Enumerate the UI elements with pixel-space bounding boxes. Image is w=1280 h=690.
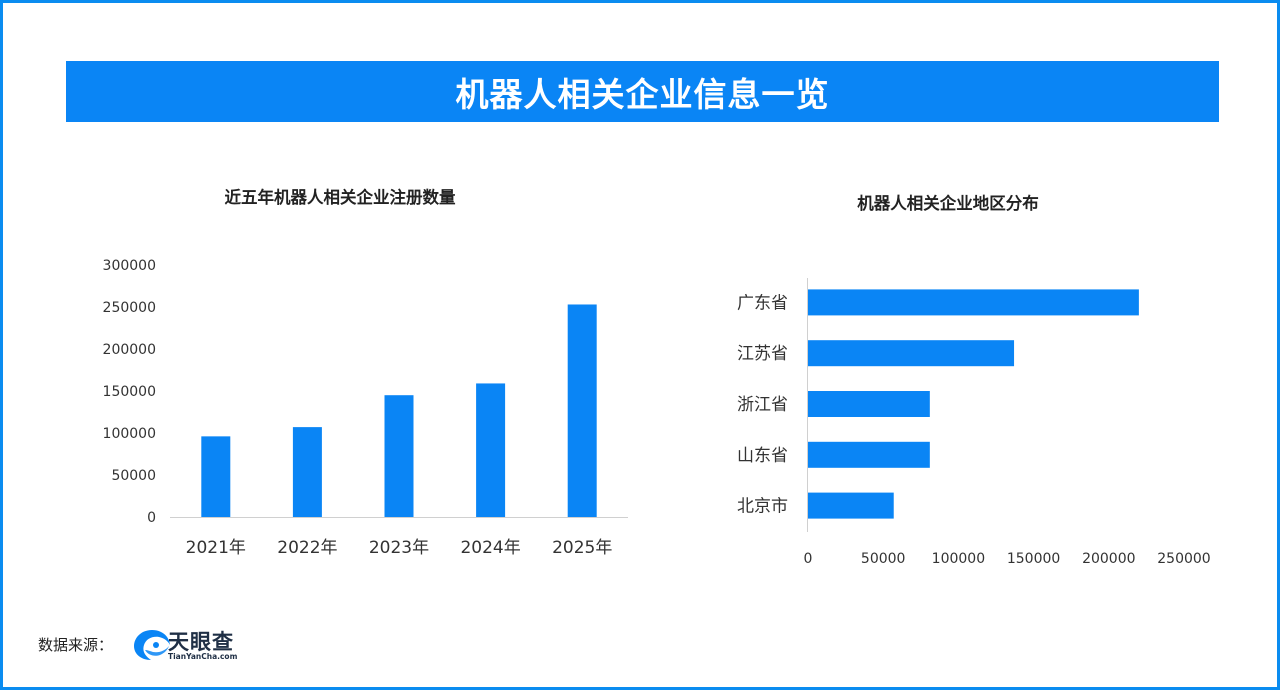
x-tick-label: 2023年: [369, 538, 429, 558]
y-tick-label: 150000: [103, 384, 156, 400]
y-tick-label: 0: [147, 510, 156, 526]
bar-江苏省: [808, 340, 1015, 367]
x-tick-label: 100000: [932, 551, 985, 567]
bar-山东省: [808, 441, 930, 468]
y-tick-label: 300000: [103, 258, 156, 274]
bar-2022年: [292, 427, 322, 517]
logo-name: 天眼查: [168, 630, 234, 654]
page-title: 机器人相关企业信息一览: [455, 74, 830, 114]
y-tick-label: 广东省: [737, 293, 788, 313]
y-tick-label: 江苏省: [737, 344, 788, 364]
y-tick-label: 山东省: [737, 446, 788, 466]
x-tick-label: 2025年: [552, 538, 612, 558]
tianyancha-logo-icon: [134, 630, 170, 660]
x-tick-label: 150000: [1007, 551, 1060, 567]
title-banner: 机器人相关企业信息一览: [66, 61, 1219, 122]
x-tick-label: 2024年: [460, 538, 520, 558]
bar-广东省: [808, 289, 1139, 316]
y-tick-label: 200000: [103, 342, 156, 358]
x-tick-label: 0: [804, 551, 813, 567]
bar-浙江省: [808, 391, 930, 417]
left-chart-title: 近五年机器人相关企业注册数量: [224, 188, 456, 207]
bar-2021年: [201, 436, 231, 517]
y-tick-label: 50000: [111, 468, 156, 484]
bar-2025年: [567, 304, 597, 517]
x-tick-label: 2021年: [186, 538, 246, 558]
y-tick-label: 北京市: [737, 497, 788, 517]
bar-2023年: [384, 395, 414, 517]
source-label: 数据来源：: [38, 636, 114, 654]
x-tick-label: 2022年: [277, 538, 337, 558]
bar-2024年: [476, 383, 506, 517]
y-tick-label: 100000: [103, 426, 156, 442]
bar-北京市: [808, 492, 894, 519]
x-tick-label: 50000: [861, 551, 906, 567]
x-tick-label: 250000: [1157, 551, 1210, 567]
logo-url: TianYanCha.com: [168, 652, 238, 661]
right-chart-title: 机器人相关企业地区分布: [857, 194, 1039, 213]
y-tick-label: 浙江省: [737, 395, 788, 415]
x-tick-label: 200000: [1082, 551, 1135, 567]
y-tick-label: 250000: [103, 300, 156, 316]
